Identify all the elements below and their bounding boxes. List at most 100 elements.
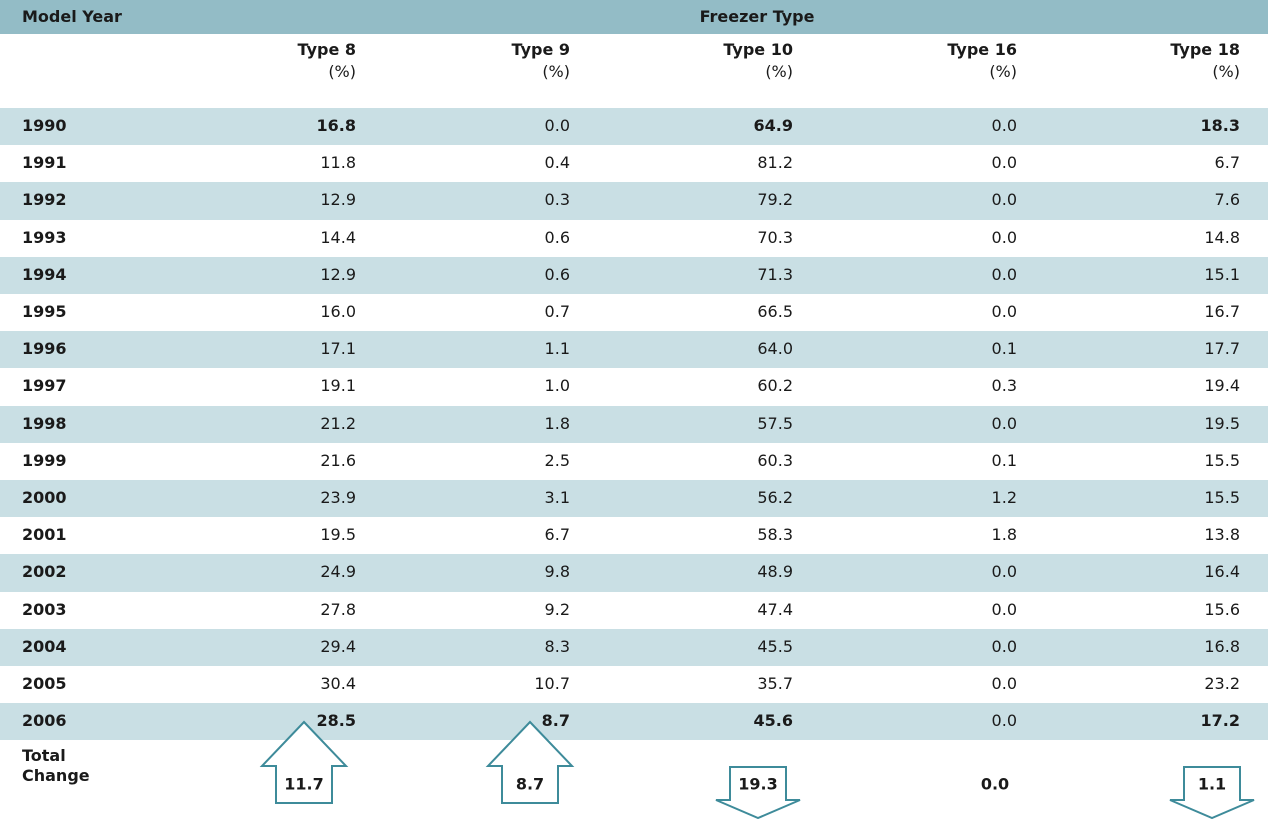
cell-value: 9.8 bbox=[544, 562, 570, 582]
cell-value: 24.9 bbox=[320, 562, 356, 582]
row-year: 2006 bbox=[22, 711, 67, 731]
cell-value: 9.2 bbox=[544, 599, 570, 619]
column-name: Type 10 bbox=[723, 40, 793, 59]
row-stripe bbox=[0, 182, 1268, 220]
row-stripe bbox=[0, 628, 1268, 666]
arrow-up bbox=[485, 720, 575, 804]
cell-value: 23.2 bbox=[1204, 674, 1240, 693]
cell-value: 19.5 bbox=[320, 525, 356, 545]
row-year: 2003 bbox=[22, 599, 67, 619]
cell-value: 10.7 bbox=[534, 674, 570, 693]
row-year: 1998 bbox=[22, 413, 67, 433]
cell-value: 66.5 bbox=[757, 302, 793, 321]
column-name: Type 18 bbox=[1170, 40, 1240, 59]
row-year: 2000 bbox=[22, 488, 67, 507]
cell-value: 19.1 bbox=[320, 376, 356, 396]
cell-value: 0.0 bbox=[991, 562, 1017, 582]
row-stripe bbox=[0, 331, 1268, 369]
cell-value: 0.6 bbox=[544, 227, 570, 247]
cell-value: 16.7 bbox=[1204, 302, 1240, 321]
cell-value: 0.7 bbox=[544, 302, 570, 321]
cell-value: 19.4 bbox=[1204, 376, 1240, 396]
cell-value: 17.7 bbox=[1204, 339, 1240, 359]
cell-value: 17.2 bbox=[1200, 711, 1240, 731]
cell-value: 14.8 bbox=[1204, 227, 1240, 247]
arrow-up bbox=[259, 720, 349, 804]
cell-value: 1.2 bbox=[991, 488, 1017, 507]
cell-value: 1.1 bbox=[544, 339, 570, 359]
row-year: 2005 bbox=[22, 674, 67, 693]
cell-value: 0.0 bbox=[991, 302, 1017, 321]
cell-value: 0.3 bbox=[544, 190, 570, 210]
cell-value: 29.4 bbox=[320, 636, 356, 656]
row-year: 1994 bbox=[22, 264, 67, 284]
cell-value: 16.4 bbox=[1204, 562, 1240, 582]
cell-value: 0.0 bbox=[991, 711, 1017, 731]
cell-value: 64.0 bbox=[757, 339, 793, 359]
cell-value: 0.0 bbox=[991, 190, 1017, 210]
cell-value: 0.0 bbox=[991, 227, 1017, 247]
row-year: 1991 bbox=[22, 153, 67, 173]
row-year: 1995 bbox=[22, 302, 67, 321]
cell-value: 6.7 bbox=[1214, 153, 1240, 173]
cell-value: 13.8 bbox=[1204, 525, 1240, 545]
cell-value: 14.4 bbox=[320, 227, 356, 247]
cell-value: 16.0 bbox=[320, 302, 356, 321]
cell-value: 16.8 bbox=[1204, 636, 1240, 656]
total-change-value: 19.3 bbox=[738, 775, 777, 794]
cell-value: 6.7 bbox=[544, 525, 570, 545]
cell-value: 35.7 bbox=[757, 674, 793, 693]
cell-value: 60.3 bbox=[757, 450, 793, 470]
column-unit: (%) bbox=[765, 62, 793, 81]
cell-value: 15.5 bbox=[1204, 488, 1240, 507]
row-year: 1999 bbox=[22, 450, 67, 470]
cell-value: 71.3 bbox=[757, 264, 793, 284]
row-stripe bbox=[0, 256, 1268, 294]
cell-value: 0.0 bbox=[991, 674, 1017, 693]
cell-value: 0.4 bbox=[544, 153, 570, 173]
cell-value: 64.9 bbox=[753, 116, 793, 135]
cell-value: 0.0 bbox=[544, 116, 570, 135]
cell-value: 30.4 bbox=[320, 674, 356, 693]
cell-value: 0.0 bbox=[991, 599, 1017, 619]
row-year: 1990 bbox=[22, 116, 67, 135]
row-year: 2002 bbox=[22, 562, 67, 582]
cell-value: 0.3 bbox=[991, 376, 1017, 396]
column-unit: (%) bbox=[328, 62, 356, 81]
cell-value: 0.1 bbox=[991, 339, 1017, 359]
cell-value: 57.5 bbox=[757, 413, 793, 433]
cell-value: 1.8 bbox=[991, 525, 1017, 545]
cell-value: 1.8 bbox=[544, 413, 570, 433]
row-stripe bbox=[0, 108, 1268, 146]
cell-value: 21.6 bbox=[320, 450, 356, 470]
cell-value: 15.5 bbox=[1204, 450, 1240, 470]
row-stripe bbox=[0, 554, 1268, 592]
column-unit: (%) bbox=[989, 62, 1017, 81]
cell-value: 0.0 bbox=[991, 413, 1017, 433]
cell-value: 21.2 bbox=[320, 413, 356, 433]
arrow-down bbox=[1169, 766, 1255, 819]
cell-value: 45.5 bbox=[757, 636, 793, 656]
row-year: 1993 bbox=[22, 227, 67, 247]
row-stripe bbox=[0, 480, 1268, 518]
cell-value: 56.2 bbox=[757, 488, 793, 507]
cell-value: 79.2 bbox=[757, 190, 793, 210]
cell-value: 19.5 bbox=[1204, 413, 1240, 433]
column-unit: (%) bbox=[542, 62, 570, 81]
cell-value: 0.0 bbox=[991, 264, 1017, 284]
row-stripe bbox=[0, 703, 1268, 741]
cell-value: 0.6 bbox=[544, 264, 570, 284]
total-change-value: 8.7 bbox=[516, 775, 544, 794]
cell-value: 0.0 bbox=[991, 636, 1017, 656]
total-change-value: 11.7 bbox=[284, 775, 323, 794]
cell-value: 48.9 bbox=[757, 562, 793, 582]
cell-value: 11.8 bbox=[320, 153, 356, 173]
cell-value: 45.6 bbox=[753, 711, 793, 731]
cell-value: 1.0 bbox=[544, 376, 570, 396]
cell-value: 0.0 bbox=[991, 116, 1017, 135]
cell-value: 2.5 bbox=[544, 450, 570, 470]
cell-value: 15.6 bbox=[1204, 599, 1240, 619]
cell-value: 8.3 bbox=[544, 636, 570, 656]
